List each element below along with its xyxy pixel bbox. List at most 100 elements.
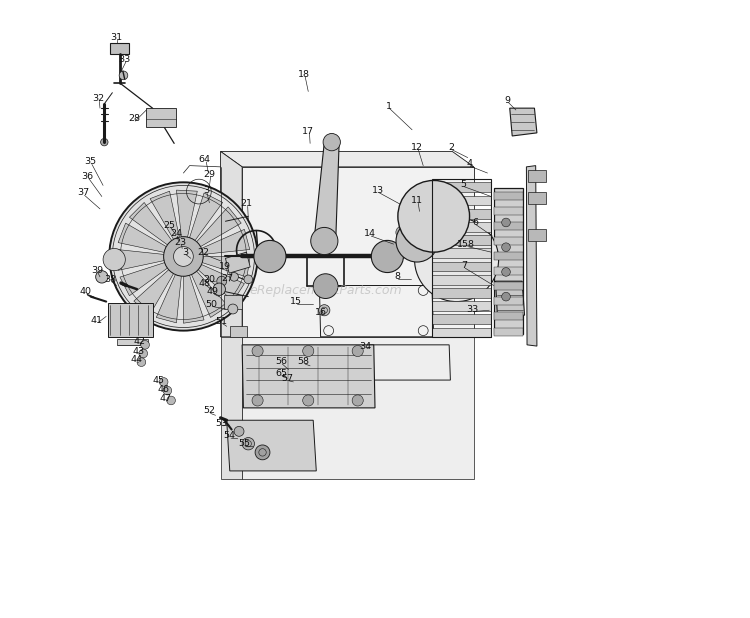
Circle shape [234,426,244,436]
Circle shape [139,349,148,358]
Polygon shape [226,420,316,471]
Circle shape [352,345,363,357]
Text: 44: 44 [131,355,143,364]
Polygon shape [196,207,242,247]
Polygon shape [526,166,537,346]
Bar [110,43,129,54]
Circle shape [303,345,313,357]
Circle shape [314,274,338,298]
Circle shape [244,275,253,284]
Text: 46: 46 [158,385,170,394]
Bar [432,328,490,337]
Circle shape [217,276,226,286]
Polygon shape [198,265,244,301]
Circle shape [319,305,330,316]
Circle shape [119,71,128,80]
Text: 18: 18 [298,70,310,78]
Bar [230,326,247,337]
Text: 64: 64 [199,155,211,164]
Circle shape [159,378,168,386]
Text: 43: 43 [133,347,145,355]
Circle shape [502,292,510,301]
Bar [528,170,545,182]
Text: 11: 11 [411,197,423,205]
Circle shape [103,248,125,271]
Bar [432,209,490,219]
Circle shape [415,218,499,302]
Text: 56: 56 [275,357,287,366]
Text: 48: 48 [199,279,211,287]
Polygon shape [242,167,474,337]
Text: 41: 41 [91,316,103,324]
Text: 17: 17 [302,127,314,135]
Circle shape [323,133,340,151]
Bar [494,267,523,275]
Polygon shape [242,345,375,408]
Bar [432,315,490,324]
Text: 9: 9 [505,96,511,104]
Bar [494,297,523,305]
Text: 50: 50 [205,300,217,308]
Text: 3: 3 [182,248,188,256]
Circle shape [502,218,510,227]
Polygon shape [496,281,524,315]
Text: 20: 20 [203,275,215,284]
Bar [108,303,152,337]
Circle shape [242,438,254,450]
Circle shape [502,268,510,276]
Circle shape [137,358,146,366]
Text: 25: 25 [164,221,176,230]
Text: 4: 4 [466,159,472,168]
Text: 16: 16 [314,308,326,317]
Polygon shape [510,108,537,136]
Polygon shape [184,275,204,323]
Bar [528,192,545,204]
Polygon shape [191,271,228,318]
Text: 6: 6 [472,218,478,227]
Bar [117,339,148,345]
Text: 24: 24 [170,229,182,238]
Bar [494,237,523,245]
Text: 29: 29 [203,170,215,179]
Text: 158: 158 [457,240,475,248]
Text: 1: 1 [386,102,392,111]
Circle shape [100,138,108,146]
Text: 3: 3 [203,186,209,195]
Polygon shape [220,151,242,337]
Text: 39: 39 [91,266,103,275]
Text: 57: 57 [281,374,293,383]
Polygon shape [150,191,179,239]
Polygon shape [120,263,167,295]
Polygon shape [118,223,166,252]
Polygon shape [130,203,172,245]
Circle shape [398,180,470,252]
Text: 45: 45 [152,376,164,384]
Bar [432,275,490,285]
Text: 51: 51 [215,317,227,326]
Bar [224,295,242,309]
Text: 31: 31 [110,33,122,41]
Bar [494,192,523,200]
Text: 21: 21 [240,200,252,208]
Bar [432,222,490,232]
Circle shape [141,341,149,349]
Bar [432,182,490,192]
Text: 40: 40 [80,287,92,296]
Circle shape [502,243,510,252]
Circle shape [252,395,263,406]
Text: 37: 37 [77,188,89,197]
Text: 55: 55 [238,439,250,448]
Text: 12: 12 [411,143,423,151]
Circle shape [303,395,313,406]
Bar [494,313,523,321]
Text: 33: 33 [118,55,130,64]
Text: 42: 42 [134,337,146,345]
Circle shape [230,273,238,281]
Text: 23: 23 [174,238,186,247]
Text: 33: 33 [466,305,478,313]
Circle shape [228,304,238,314]
Text: 19: 19 [219,263,231,271]
Circle shape [164,237,203,276]
Bar [494,328,523,336]
Circle shape [163,386,172,395]
